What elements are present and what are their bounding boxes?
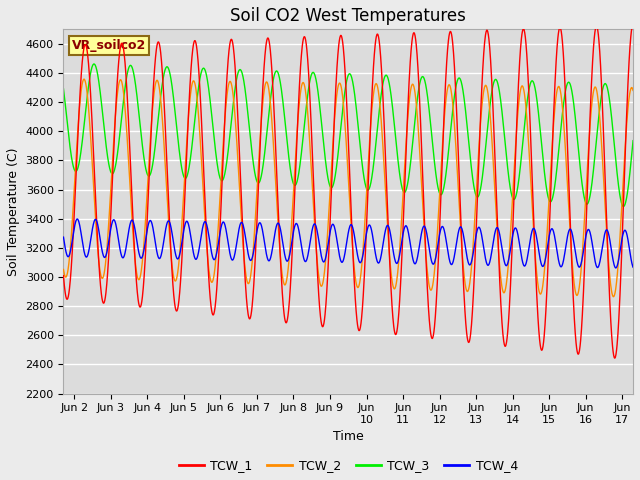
Text: VR_soilco2: VR_soilco2 xyxy=(72,39,147,52)
X-axis label: Time: Time xyxy=(333,431,364,444)
Y-axis label: Soil Temperature (C): Soil Temperature (C) xyxy=(7,147,20,276)
Legend: TCW_1, TCW_2, TCW_3, TCW_4: TCW_1, TCW_2, TCW_3, TCW_4 xyxy=(174,455,523,478)
Title: Soil CO2 West Temperatures: Soil CO2 West Temperatures xyxy=(230,7,466,25)
